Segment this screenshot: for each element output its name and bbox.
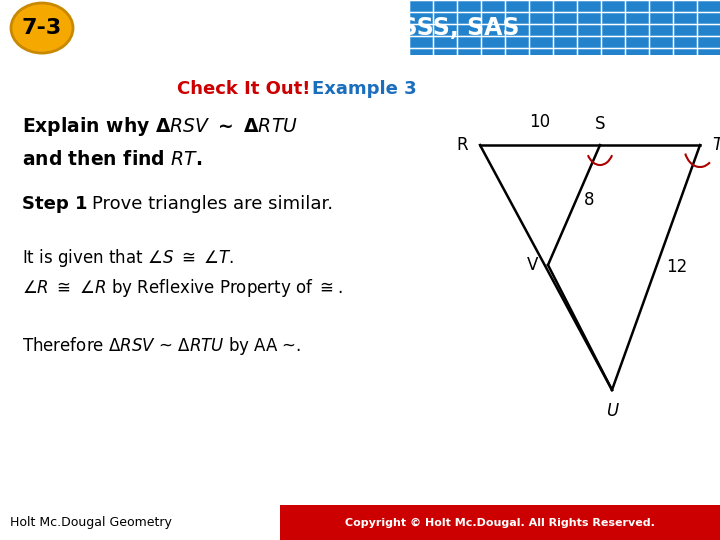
FancyBboxPatch shape	[554, 25, 576, 35]
Ellipse shape	[11, 3, 73, 53]
FancyBboxPatch shape	[530, 37, 552, 47]
FancyBboxPatch shape	[434, 37, 456, 47]
Text: Therefore $\Delta$$\mathit{RSV}$ ~ $\Delta$$\mathit{RTU}$ by AA ~.: Therefore $\Delta$$\mathit{RSV}$ ~ $\Del…	[22, 335, 302, 357]
Text: Holt Mc.Dougal Geometry: Holt Mc.Dougal Geometry	[10, 516, 172, 529]
FancyBboxPatch shape	[410, 49, 432, 59]
FancyBboxPatch shape	[602, 1, 624, 11]
Text: 7-3: 7-3	[22, 18, 62, 38]
Text: $\angle$$\mathit{R}$ $\cong$ $\angle$$\mathit{R}$ by Reflexive Property of $\con: $\angle$$\mathit{R}$ $\cong$ $\angle$$\m…	[22, 277, 343, 299]
FancyBboxPatch shape	[482, 49, 504, 59]
FancyBboxPatch shape	[458, 1, 480, 11]
Text: and then find $\mathbf{\mathit{RT}}$.: and then find $\mathbf{\mathit{RT}}$.	[22, 150, 202, 169]
FancyBboxPatch shape	[578, 1, 600, 11]
FancyBboxPatch shape	[554, 49, 576, 59]
FancyBboxPatch shape	[578, 49, 600, 59]
FancyBboxPatch shape	[554, 13, 576, 23]
FancyBboxPatch shape	[410, 1, 432, 11]
Text: S: S	[595, 115, 606, 133]
Text: U: U	[606, 402, 618, 420]
FancyBboxPatch shape	[434, 49, 456, 59]
FancyBboxPatch shape	[530, 1, 552, 11]
Text: T: T	[712, 136, 720, 154]
FancyBboxPatch shape	[698, 13, 720, 23]
FancyBboxPatch shape	[698, 49, 720, 59]
FancyBboxPatch shape	[434, 13, 456, 23]
FancyBboxPatch shape	[530, 49, 552, 59]
FancyBboxPatch shape	[650, 1, 672, 11]
FancyBboxPatch shape	[410, 13, 432, 23]
FancyBboxPatch shape	[578, 25, 600, 35]
FancyBboxPatch shape	[674, 49, 696, 59]
FancyBboxPatch shape	[434, 25, 456, 35]
FancyBboxPatch shape	[506, 13, 528, 23]
FancyBboxPatch shape	[602, 25, 624, 35]
FancyBboxPatch shape	[674, 1, 696, 11]
FancyBboxPatch shape	[626, 37, 648, 47]
FancyBboxPatch shape	[626, 13, 648, 23]
FancyBboxPatch shape	[410, 37, 432, 47]
FancyBboxPatch shape	[602, 37, 624, 47]
Text: Check It Out!: Check It Out!	[176, 80, 310, 98]
Text: Copyright © Holt Mc.Dougal. All Rights Reserved.: Copyright © Holt Mc.Dougal. All Rights R…	[345, 518, 655, 528]
FancyBboxPatch shape	[530, 25, 552, 35]
FancyBboxPatch shape	[506, 37, 528, 47]
FancyBboxPatch shape	[674, 25, 696, 35]
Text: Example 3: Example 3	[312, 80, 417, 98]
FancyBboxPatch shape	[626, 1, 648, 11]
FancyBboxPatch shape	[410, 25, 432, 35]
FancyBboxPatch shape	[506, 49, 528, 59]
Text: Triangle Similarity: AA, SSS, SAS: Triangle Similarity: AA, SSS, SAS	[85, 16, 520, 40]
FancyBboxPatch shape	[458, 13, 480, 23]
FancyBboxPatch shape	[626, 49, 648, 59]
FancyBboxPatch shape	[602, 49, 624, 59]
FancyBboxPatch shape	[434, 1, 456, 11]
FancyBboxPatch shape	[506, 1, 528, 11]
FancyBboxPatch shape	[674, 37, 696, 47]
FancyBboxPatch shape	[482, 37, 504, 47]
FancyBboxPatch shape	[458, 25, 480, 35]
Text: Prove triangles are similar.: Prove triangles are similar.	[92, 195, 333, 213]
Text: 12: 12	[666, 259, 688, 276]
FancyBboxPatch shape	[602, 13, 624, 23]
FancyBboxPatch shape	[650, 25, 672, 35]
FancyBboxPatch shape	[482, 1, 504, 11]
Text: Explain why $\mathbf{\Delta}$$\mathbf{\mathit{RSV}}$ $\mathbf{\sim}$ $\mathbf{\D: Explain why $\mathbf{\Delta}$$\mathbf{\m…	[22, 115, 298, 138]
FancyBboxPatch shape	[554, 1, 576, 11]
Text: 8: 8	[584, 191, 595, 209]
FancyBboxPatch shape	[530, 13, 552, 23]
FancyBboxPatch shape	[578, 37, 600, 47]
FancyBboxPatch shape	[650, 13, 672, 23]
Text: It is given that $\angle$$\mathit{S}$ $\cong$ $\angle$$\mathit{T}$.: It is given that $\angle$$\mathit{S}$ $\…	[22, 247, 235, 269]
FancyBboxPatch shape	[458, 49, 480, 59]
FancyBboxPatch shape	[482, 25, 504, 35]
Text: Step 1: Step 1	[22, 195, 88, 213]
Text: R: R	[456, 136, 468, 154]
FancyBboxPatch shape	[458, 37, 480, 47]
FancyBboxPatch shape	[650, 49, 672, 59]
Text: 10: 10	[529, 113, 551, 131]
FancyBboxPatch shape	[482, 13, 504, 23]
FancyBboxPatch shape	[506, 25, 528, 35]
FancyBboxPatch shape	[650, 37, 672, 47]
FancyBboxPatch shape	[698, 37, 720, 47]
Text: V: V	[526, 256, 538, 274]
FancyBboxPatch shape	[674, 13, 696, 23]
FancyBboxPatch shape	[554, 37, 576, 47]
FancyBboxPatch shape	[280, 505, 720, 540]
FancyBboxPatch shape	[698, 1, 720, 11]
FancyBboxPatch shape	[578, 13, 600, 23]
FancyBboxPatch shape	[698, 25, 720, 35]
FancyBboxPatch shape	[626, 25, 648, 35]
